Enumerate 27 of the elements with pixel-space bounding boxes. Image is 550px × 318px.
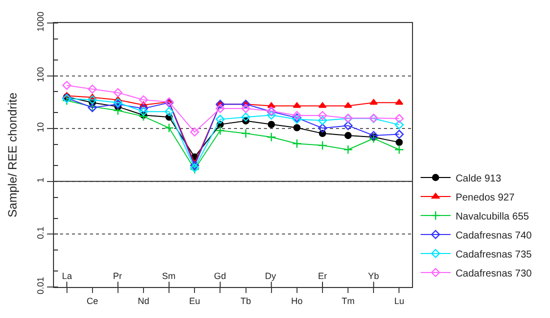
legend-label: Navalcubilla 655 (456, 211, 530, 222)
legend-label: Cadafresnas 735 (456, 249, 532, 260)
x-tick-label: Ho (291, 296, 303, 306)
legend-label: Penedos 927 (456, 192, 515, 204)
x-tick-label: Yb (368, 271, 380, 281)
x-tick-label: Pr (113, 271, 122, 281)
x-tick-label: Tb (240, 296, 252, 306)
x-tick-label: Dy (265, 271, 276, 281)
y-tick-label: 100 (35, 66, 46, 82)
y-tick-label: 1 (35, 178, 46, 183)
legend-label: Calde 913 (456, 173, 502, 184)
legend-label: Cadafresnas 740 (456, 230, 532, 242)
x-tick-label: Er (318, 271, 328, 281)
y-tick-label: 10 (35, 122, 46, 132)
x-tick-label: Eu (189, 296, 200, 306)
x-tick-label: Gd (214, 271, 226, 281)
legend-label: Cadafresnas 730 (456, 268, 532, 280)
y-tick-label: 0.1 (35, 226, 46, 240)
y-axis-title: Sample/ REE chondrite (6, 92, 20, 218)
x-tick-label: Tm (342, 296, 355, 306)
y-tick-label: 0.01 (35, 276, 46, 294)
x-tick-label: Nd (138, 296, 150, 306)
y-tick-label: 1000 (35, 12, 46, 32)
x-tick-label: Ce (86, 296, 98, 306)
x-tick-label: La (62, 271, 72, 281)
x-tick-label: Lu (394, 296, 404, 306)
x-tick-label: Sm (162, 271, 176, 281)
